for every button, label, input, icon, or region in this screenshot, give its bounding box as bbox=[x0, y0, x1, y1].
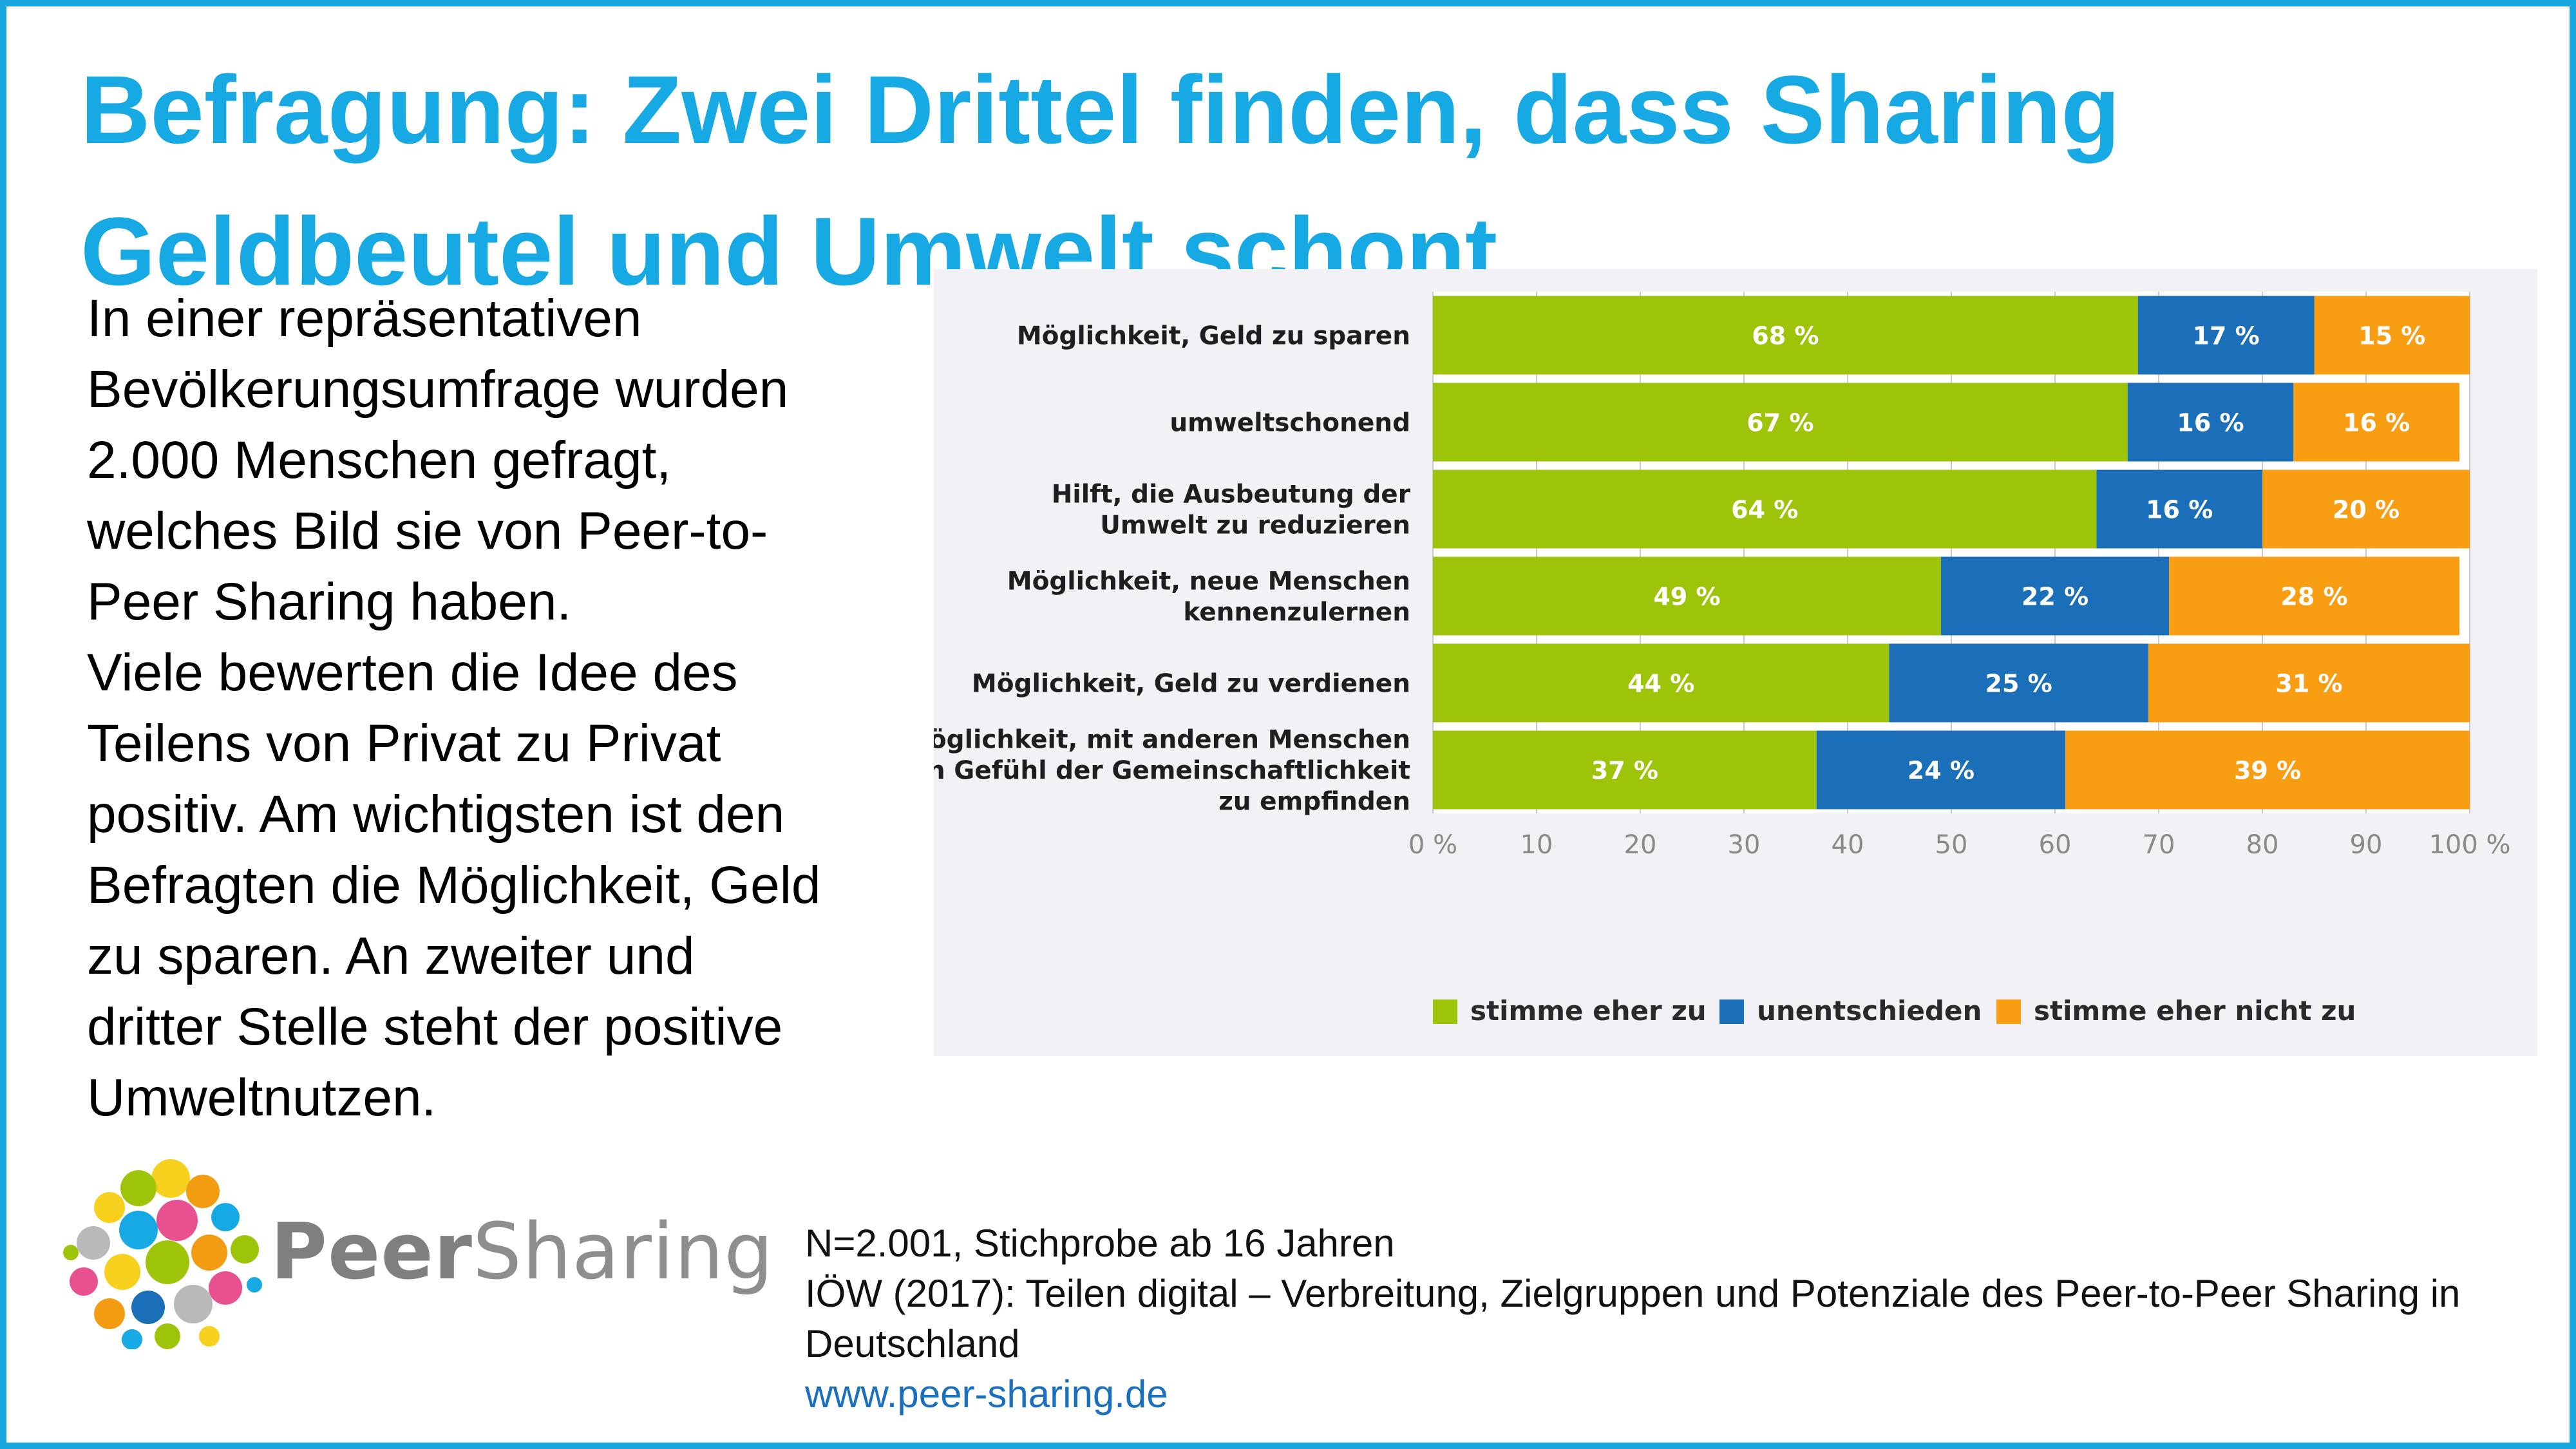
logo-sharing: Sharing bbox=[472, 1208, 774, 1297]
category-label: Umwelt zu reduzieren bbox=[1100, 511, 1410, 540]
bar-segment bbox=[1433, 383, 2128, 462]
bar-segment bbox=[1816, 730, 2066, 810]
legend-label: stimme eher zu bbox=[1470, 995, 1707, 1027]
x-tick-label: 70 bbox=[2143, 830, 2175, 860]
source-citation: IÖW (2017): Teilen digital – Verbreitung… bbox=[805, 1272, 2461, 1365]
category-label: Möglichkeit, neue Menschen bbox=[1007, 567, 1410, 596]
bar-value-label: 17 % bbox=[2193, 322, 2260, 350]
source-url[interactable]: www.peer-sharing.de bbox=[805, 1372, 1168, 1416]
bar-segment bbox=[2293, 383, 2459, 462]
logo-peer: Peer bbox=[270, 1208, 473, 1297]
bar-segment bbox=[2137, 296, 2315, 375]
category-label: zu empfinden bbox=[1218, 788, 1410, 817]
bar-segment bbox=[2169, 556, 2459, 636]
bar-segment bbox=[2314, 296, 2470, 375]
category-label: kennenzulernen bbox=[1183, 598, 1410, 627]
bar-value-label: 49 % bbox=[1653, 583, 1720, 611]
bar-value-label: 39 % bbox=[2234, 757, 2301, 785]
bar-value-label: 44 % bbox=[1627, 670, 1694, 698]
x-tick-label: 0 % bbox=[1408, 830, 1457, 860]
x-tick-label: 60 bbox=[2039, 830, 2072, 860]
legend-swatch bbox=[1719, 999, 1744, 1024]
bar-segment bbox=[1433, 469, 2097, 549]
bar-value-label: 31 % bbox=[2275, 670, 2342, 698]
legend-swatch bbox=[1433, 999, 1457, 1024]
bar-segment bbox=[2262, 469, 2470, 549]
bar-value-label: 25 % bbox=[1985, 670, 2052, 698]
bar-segment bbox=[1433, 643, 1889, 723]
bar-value-label: 68 % bbox=[1752, 322, 1819, 350]
bar-value-label: 16 % bbox=[2343, 409, 2410, 437]
bar-value-label: 22 % bbox=[2022, 583, 2088, 611]
bar-value-label: 24 % bbox=[1908, 757, 1975, 785]
x-tick-label: 10 bbox=[1520, 830, 1553, 860]
logo-wordmark: PeerSharing bbox=[270, 1208, 774, 1298]
x-tick-label: 90 bbox=[2350, 830, 2383, 860]
peer-sharing-logo-icon bbox=[63, 1159, 262, 1349]
bar-segment bbox=[1433, 730, 1817, 810]
bar-segment bbox=[2096, 469, 2262, 549]
category-label: Möglichkeit, Geld zu sparen bbox=[1017, 322, 1410, 351]
x-tick-label: 20 bbox=[1624, 830, 1657, 860]
category-label: umweltschonend bbox=[1170, 409, 1410, 438]
category-label: Möglichkeit, Geld zu verdienen bbox=[972, 670, 1410, 699]
legend-label: unentschieden bbox=[1757, 995, 1982, 1027]
slide-title: Befragung: Zwei Drittel finden, dass Sha… bbox=[80, 55, 2120, 305]
category-label: Möglichkeit, mit anderen Menschen bbox=[934, 726, 1410, 755]
x-tick-label: 50 bbox=[1935, 830, 1968, 860]
x-tick-label: 80 bbox=[2246, 830, 2279, 860]
legend-swatch bbox=[1996, 999, 2021, 1024]
x-tick-label: 30 bbox=[1728, 830, 1761, 860]
bar-value-label: 67 % bbox=[1747, 409, 1814, 437]
bar-value-label: 20 % bbox=[2333, 496, 2400, 524]
source-sample: N=2.001, Stichprobe ab 16 Jahren bbox=[805, 1222, 1395, 1265]
bar-segment bbox=[2127, 383, 2294, 462]
x-tick-label: 40 bbox=[1832, 830, 1864, 860]
bar-value-label: 16 % bbox=[2146, 496, 2213, 524]
bar-value-label: 15 % bbox=[2358, 322, 2425, 350]
bar-segment bbox=[1433, 296, 2138, 375]
bar-segment bbox=[1940, 556, 2170, 636]
stacked-bar-chart: 0 % 10 20 30 40 50 60 70 80 90 100 % 68 % 17 % 15 % Mö… bbox=[934, 292, 2511, 1027]
bar-segment bbox=[2148, 643, 2470, 723]
legend-label: stimme eher nicht zu bbox=[2034, 995, 2356, 1027]
bar-value-label: 37 % bbox=[1591, 757, 1658, 785]
bar-segment bbox=[1433, 556, 1941, 636]
x-tick-label: 100 % bbox=[2429, 830, 2510, 860]
bar-segment bbox=[1889, 643, 2148, 723]
bar-value-label: 64 % bbox=[1731, 496, 1798, 524]
body-text: In einer repräsentativen Bevölkerungsumf… bbox=[87, 289, 821, 1127]
chart-panel: 0 % 10 20 30 40 50 60 70 80 90 100 % 68 % 17 % 15 % Mö… bbox=[934, 269, 2537, 1056]
bar-value-label: 16 % bbox=[2177, 409, 2244, 437]
source-note: N=2.001, Stichprobe ab 16 Jahren IÖW (20… bbox=[805, 1218, 2544, 1419]
bar-segment bbox=[2065, 730, 2470, 810]
bar-value-label: 28 % bbox=[2280, 583, 2347, 611]
category-label: ein Gefühl der Gemeinschaftlichkeit bbox=[934, 757, 1410, 786]
category-label: Hilft, die Ausbeutung der bbox=[1052, 480, 1411, 509]
